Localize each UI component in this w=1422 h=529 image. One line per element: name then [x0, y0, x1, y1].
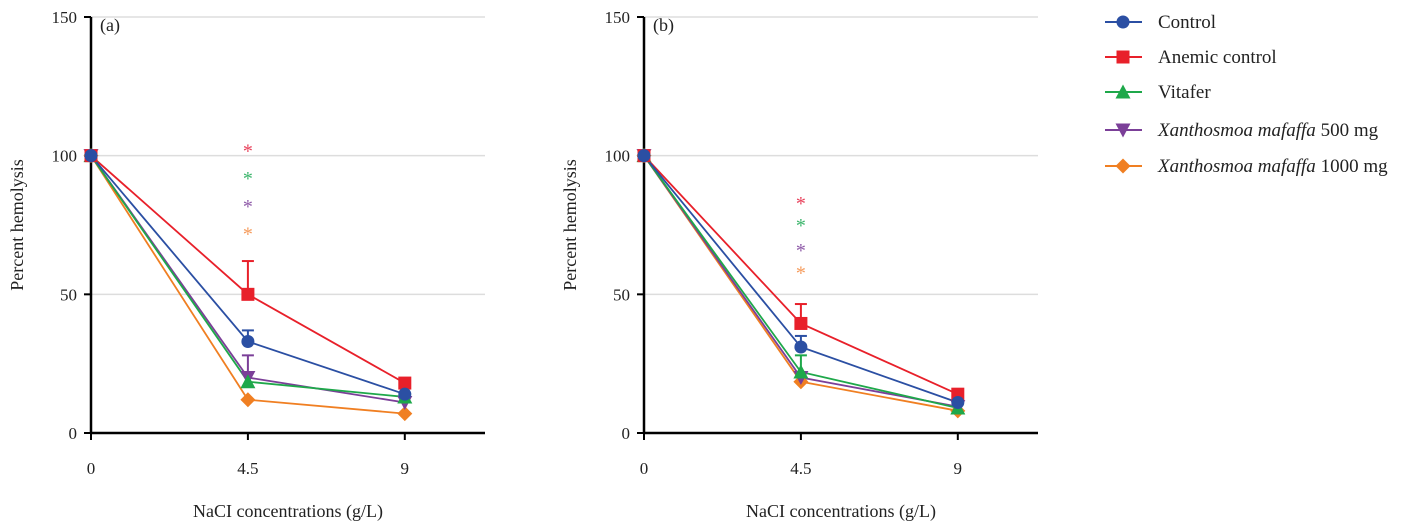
significance-asterisk: * — [796, 240, 806, 262]
legend-label: Xanthosmoa mafaffa 500 mg — [1157, 120, 1379, 141]
legend-item: Xanthosmoa mafaffa 1000 mg — [1105, 156, 1388, 177]
y-tick-label: 50 — [60, 285, 77, 304]
data-point — [398, 387, 412, 401]
significance-asterisk: * — [243, 224, 253, 246]
y-axis-label: Percent hemolysis — [7, 159, 27, 290]
data-point — [241, 334, 255, 348]
legend-label-italic: Xanthosmoa mafaffa — [1157, 120, 1316, 141]
panel-label: (b) — [653, 15, 674, 36]
x-tick-label: 0 — [640, 459, 649, 478]
chart-panel-b: 0 50 100 150 0 4.5 9 Percent hemolysis NaCI conc… — [560, 8, 1038, 522]
y-tick-label: 0 — [622, 424, 631, 443]
legend-item: Control — [1105, 12, 1216, 33]
legend-label: Control — [1158, 12, 1216, 33]
data-point — [794, 340, 808, 354]
legend-label: Vitafer — [1158, 82, 1211, 103]
y-tick-label: 100 — [605, 147, 631, 166]
x-tick-label: 9 — [401, 459, 410, 478]
significance-asterisk: * — [796, 193, 806, 215]
significance-asterisk: * — [796, 215, 806, 237]
panel-label: (a) — [100, 15, 120, 36]
significance-asterisk: * — [243, 168, 253, 190]
legend-marker — [1115, 158, 1131, 174]
data-point — [398, 376, 412, 390]
data-point — [240, 392, 256, 408]
x-axis-label: NaCI concentrations (g/L) — [193, 501, 383, 522]
legend-item: Xanthosmoa mafaffa 500 mg — [1105, 120, 1379, 141]
data-point — [793, 364, 809, 379]
data-point — [241, 287, 255, 301]
x-tick-label: 0 — [87, 459, 96, 478]
x-axis-label: NaCI concentrations (g/L) — [746, 501, 936, 522]
y-axis-label: Percent hemolysis — [560, 159, 580, 290]
y-tick-label: 50 — [613, 285, 630, 304]
x-tick-label: 9 — [954, 459, 963, 478]
legend-label-dose: 500 mg — [1316, 120, 1379, 141]
data-point — [794, 316, 808, 330]
significance-asterisk: * — [796, 262, 806, 284]
legend-marker — [1115, 84, 1131, 99]
legend: Control Anemic control Vitafer Xanthosmoa m… — [1105, 12, 1388, 177]
y-tick-label: 0 — [69, 424, 78, 443]
y-tick-label: 150 — [605, 8, 631, 27]
legend-label: Anemic control — [1158, 47, 1277, 68]
data-point — [951, 395, 965, 409]
x-tick-label: 4.5 — [237, 459, 258, 478]
legend-marker — [1116, 15, 1130, 29]
legend-label-italic: Xanthosmoa mafaffa — [1157, 156, 1316, 177]
legend-item: Vitafer — [1105, 82, 1211, 103]
chart-panel-a: 0 50 100 150 0 4.5 9 Percent hemolysis NaCI conc… — [7, 8, 485, 522]
significance-asterisk: * — [243, 196, 253, 218]
data-point — [637, 149, 651, 163]
y-tick-label: 100 — [52, 147, 78, 166]
legend-marker — [1115, 123, 1131, 138]
legend-marker — [1116, 50, 1130, 64]
x-tick-label: 4.5 — [790, 459, 811, 478]
significance-asterisk: * — [243, 140, 253, 162]
data-point — [84, 149, 98, 163]
data-point — [397, 406, 413, 422]
legend-label-dose: 1000 mg — [1316, 156, 1388, 177]
legend-label: Xanthosmoa mafaffa 1000 mg — [1157, 156, 1388, 177]
data-point — [240, 374, 256, 389]
y-tick-label: 150 — [52, 8, 78, 27]
legend-item: Anemic control — [1105, 47, 1277, 68]
